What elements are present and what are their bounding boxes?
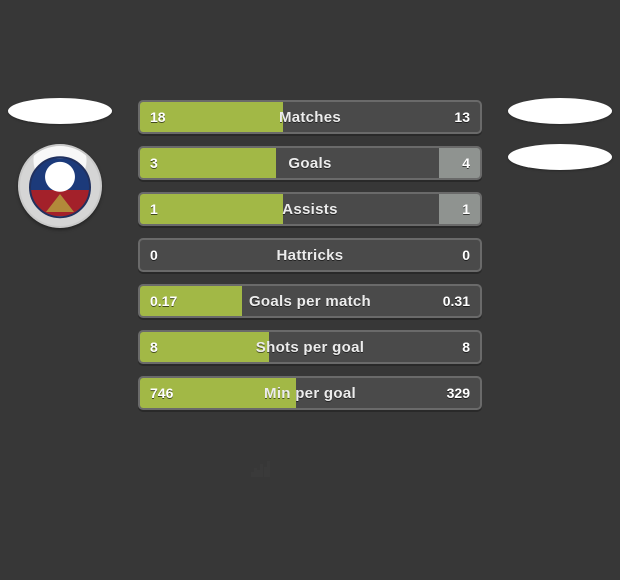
stat-value-right: 13: [454, 102, 470, 132]
stat-value-right: 0.31: [443, 286, 470, 316]
stat-value-right: 4: [462, 148, 470, 178]
stat-value-left: 0.17: [150, 286, 177, 316]
stat-label: Hattricks: [140, 240, 480, 270]
stat-bar: Assists1 1: [138, 192, 482, 226]
left-player-column: [0, 98, 120, 228]
stat-bar: Hattricks0 0: [138, 238, 482, 272]
stat-label: Assists: [140, 194, 480, 224]
stat-value-right: 329: [447, 378, 470, 408]
stat-value-right: 0: [462, 240, 470, 270]
stat-bar: Goals per match0.17 0.31: [138, 284, 482, 318]
stat-label: Min per goal: [140, 378, 480, 408]
stat-value-right: 1: [462, 194, 470, 224]
comparison-area: Matches18 13 Goals3 4 Assists1 1 Hattricks0 0 Go…: [0, 100, 620, 430]
stat-value-left: 8: [150, 332, 158, 362]
stat-bar: Goals3 4: [138, 146, 482, 180]
stat-value-left: 0: [150, 240, 158, 270]
stat-value-left: 1: [150, 194, 158, 224]
stat-bar: Min per goal746 329: [138, 376, 482, 410]
stat-bars: Matches18 13 Goals3 4 Assists1 1 Hattricks0 0 Go…: [138, 100, 482, 410]
bar-chart-icon: [251, 461, 271, 477]
stat-value-left: 746: [150, 378, 173, 408]
stat-value-right: 8: [462, 332, 470, 362]
club-badge-left: [18, 144, 102, 228]
right-player-column: [500, 98, 620, 170]
stat-label: Shots per goal: [140, 332, 480, 362]
stat-bar: Matches18 13: [138, 100, 482, 134]
stat-label: Goals: [140, 148, 480, 178]
stat-bar: Shots per goal8 8: [138, 330, 482, 364]
stat-value-left: 3: [150, 148, 158, 178]
player-ellipse-right-1: [508, 98, 612, 124]
player-ellipse-right-2: [508, 144, 612, 170]
player-ellipse-left: [8, 98, 112, 124]
stat-label: Matches: [140, 102, 480, 132]
stat-value-left: 18: [150, 102, 166, 132]
stat-label: Goals per match: [140, 286, 480, 316]
